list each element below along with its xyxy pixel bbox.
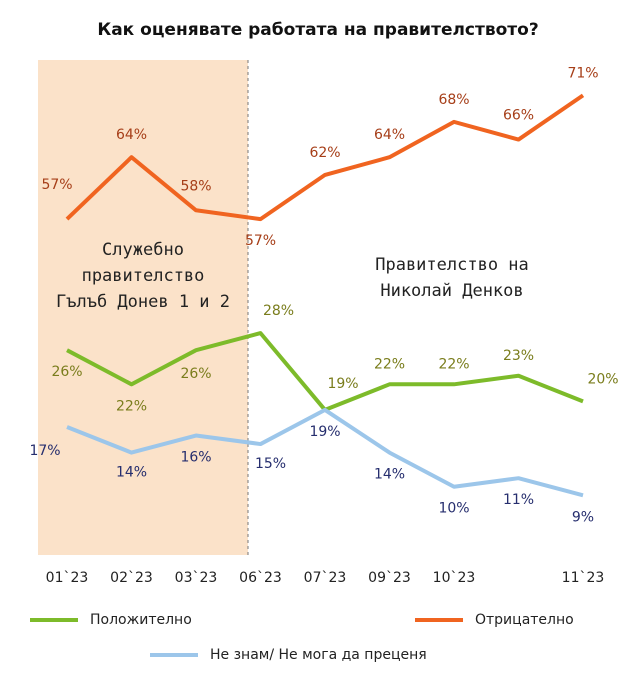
data-label: 68% xyxy=(438,92,469,108)
data-label: 58% xyxy=(180,178,211,194)
x-tick-label: 02`23 xyxy=(110,570,153,586)
x-tick-label: 10`23 xyxy=(433,570,476,586)
data-label: 20% xyxy=(587,371,618,387)
data-label: 26% xyxy=(180,366,211,382)
data-label: 15% xyxy=(255,456,286,472)
data-label: 17% xyxy=(29,443,60,459)
data-label: 22% xyxy=(116,398,147,414)
annotation: правителство xyxy=(82,266,205,286)
annotation: Служебно xyxy=(102,240,184,260)
data-label: 14% xyxy=(116,465,147,481)
data-label: 10% xyxy=(438,501,469,517)
data-label: 64% xyxy=(116,127,147,143)
series-line xyxy=(65,93,585,222)
x-tick-label: 11`23 xyxy=(562,570,605,586)
data-label: 71% xyxy=(567,65,598,81)
data-label: 16% xyxy=(180,450,211,466)
data-label: 9% xyxy=(572,509,594,525)
data-label: 62% xyxy=(309,145,340,161)
data-label: 14% xyxy=(374,467,405,483)
legend-label: Не знам/ Не мога да преценя xyxy=(210,647,427,663)
data-label: 26% xyxy=(51,364,82,380)
data-label: 11% xyxy=(503,492,534,508)
data-label: 66% xyxy=(503,108,534,124)
data-label: 19% xyxy=(309,424,340,440)
data-label: 23% xyxy=(503,348,534,364)
annotation: Правителство на xyxy=(375,255,529,275)
legend-label: Отрицателно xyxy=(475,612,574,628)
annotation: Гълъб Донев 1 и 2 xyxy=(56,292,230,312)
chart-title: Как оценявате работата на правителството… xyxy=(97,20,538,40)
x-tick-label: 01`23 xyxy=(46,570,89,586)
annotation: Николай Денков xyxy=(380,281,523,301)
x-tick-label: 09`23 xyxy=(368,570,411,586)
data-label: 57% xyxy=(245,233,276,249)
data-label: 22% xyxy=(374,356,405,372)
data-label: 28% xyxy=(263,303,294,319)
data-label: 22% xyxy=(438,356,469,372)
shaded-period xyxy=(38,60,248,555)
legend-label: Положително xyxy=(90,612,192,628)
x-tick-label: 03`23 xyxy=(175,570,218,586)
x-tick-label: 07`23 xyxy=(304,570,347,586)
data-label: 64% xyxy=(374,127,405,143)
series-line xyxy=(66,407,584,498)
data-label: 19% xyxy=(327,376,358,392)
data-label: 57% xyxy=(41,177,72,193)
x-tick-label: 06`23 xyxy=(239,570,282,586)
